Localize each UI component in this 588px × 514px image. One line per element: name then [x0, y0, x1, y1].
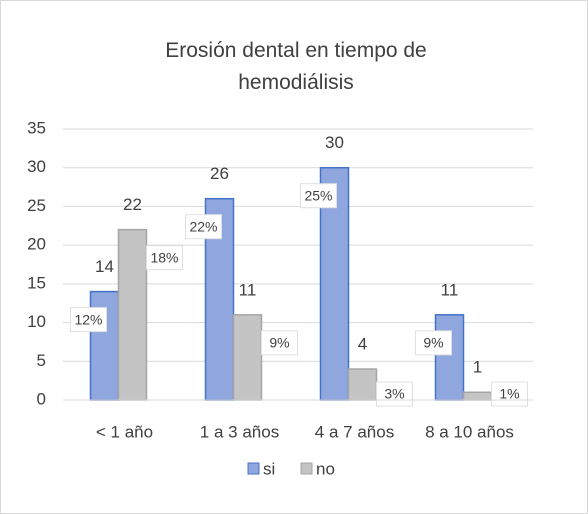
percent-label-box: [185, 214, 222, 240]
bar: [462, 391, 493, 401]
bar: [434, 314, 465, 401]
x-tick-label: < 1 año: [96, 422, 153, 441]
y-tick-label: 20: [27, 235, 46, 254]
value-label: 11: [239, 280, 257, 299]
legend-swatch: [300, 462, 313, 475]
x-tick-label: 4 a 7 años: [315, 422, 394, 441]
y-tick-label: 30: [27, 157, 46, 176]
value-label: 26: [210, 164, 229, 183]
percent-label: 9%: [423, 335, 443, 351]
x-tick-label: 8 a 10 años: [425, 422, 514, 441]
value-label: 4: [358, 335, 367, 354]
percent-label-box: [415, 330, 452, 356]
percent-label: 22%: [189, 218, 217, 234]
percent-label: 3%: [384, 386, 404, 402]
y-tick-label: 5: [37, 351, 46, 370]
bar: [117, 228, 148, 401]
value-label: 14: [95, 257, 114, 276]
value-label: 1: [473, 358, 482, 377]
percent-label-box: [146, 245, 183, 271]
bar: [232, 314, 263, 401]
percent-label-box: [70, 307, 107, 333]
x-tick-label: 1 a 3 años: [200, 422, 279, 441]
value-label: 30: [325, 133, 344, 152]
y-tick-label: 25: [27, 196, 46, 215]
y-tick-label: 15: [27, 273, 46, 292]
value-label: 22: [123, 195, 142, 214]
percent-label-box: [300, 183, 337, 209]
percent-label-box: [491, 381, 528, 407]
percent-label: 9%: [269, 335, 289, 351]
y-tick-label: 35: [27, 118, 46, 137]
legend-label: no: [316, 459, 335, 478]
percent-label: 18%: [150, 249, 178, 265]
y-tick-label: 0: [37, 389, 46, 408]
legend-label: si: [263, 459, 275, 478]
bar: [347, 368, 378, 401]
percent-label-box: [261, 330, 298, 356]
percent-label-box: [376, 381, 413, 407]
percent-label: 12%: [74, 311, 102, 327]
percent-label: 25%: [304, 187, 332, 203]
percent-label: 1%: [499, 386, 519, 402]
value-label: 11: [441, 280, 459, 299]
legend-swatch: [247, 462, 260, 475]
y-tick-label: 10: [27, 312, 46, 331]
chart-title: Erosión dental en tiempo de hemodiálisis: [165, 39, 427, 94]
